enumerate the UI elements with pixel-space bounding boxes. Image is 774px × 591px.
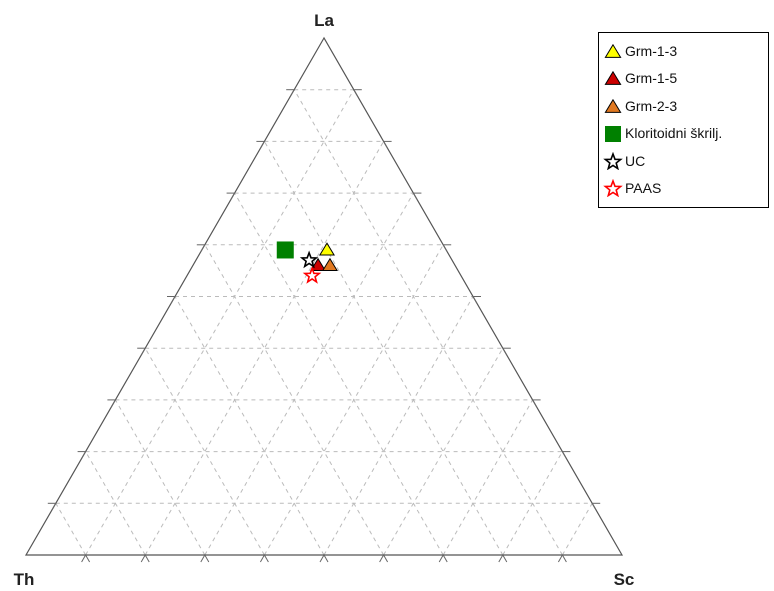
- tick-right-edge: [591, 503, 597, 511]
- legend-marker-icon: [604, 98, 622, 113]
- legend-item: Grm-1-3: [603, 37, 768, 65]
- tick-bottom-edge: [263, 554, 269, 563]
- tick-bottom-edge: [319, 554, 325, 563]
- legend-swatch-icon: [603, 151, 623, 170]
- tick-left-edge: [81, 451, 87, 459]
- data-point-kloritoidni-krilj: [276, 241, 294, 259]
- grid-line-sc: [293, 89, 563, 556]
- tick-right-edge: [383, 141, 389, 149]
- tick-right-edge: [502, 347, 508, 356]
- grid-line-th: [561, 503, 593, 556]
- grid-line-sc: [204, 244, 385, 556]
- tick-bottom-edge: [259, 554, 265, 563]
- legend-marker-icon: [604, 43, 622, 58]
- tick-right-edge: [442, 244, 448, 253]
- vertex-label-th: Th: [14, 570, 35, 589]
- tick-right-edge: [472, 296, 478, 304]
- tick-left-edge: [230, 192, 236, 201]
- data-points: [276, 241, 338, 284]
- legend-label: PAAS: [625, 180, 662, 197]
- legend-label: Grm-1-3: [625, 42, 678, 59]
- legend-item: Grm-1-5: [603, 65, 768, 93]
- tick-bottom-edge: [85, 554, 91, 563]
- legend-items: Grm-1-3 Grm-1-5 Grm-2-3 Kloritoidni škrilj.…: [603, 37, 768, 202]
- tick-right-edge: [353, 89, 359, 97]
- tick-left-edge: [51, 503, 57, 511]
- legend-item: Grm-2-3: [603, 92, 768, 120]
- tick-left-edge: [140, 347, 146, 356]
- vertex-label-sc: Sc: [614, 570, 635, 589]
- legend-marker-icon: [603, 151, 623, 170]
- legend: Grm-1-3 Grm-1-5 Grm-2-3 Kloritoidni škrilj.…: [598, 32, 769, 208]
- tick-bottom-edge: [140, 554, 146, 563]
- legend-item: UC: [603, 147, 768, 175]
- legend-label: UC: [625, 152, 646, 169]
- grid-line-sc: [55, 503, 87, 556]
- tick-left-edge: [259, 141, 265, 149]
- legend-label: Grm-1-5: [625, 70, 678, 87]
- tick-bottom-edge: [383, 554, 389, 563]
- tick-right-edge: [412, 192, 418, 201]
- tick-bottom-edge: [442, 554, 448, 563]
- tick-bottom-edge: [144, 554, 150, 563]
- data-point-uc: [299, 250, 319, 269]
- grid-line-th: [204, 192, 414, 556]
- grid-line-th: [85, 89, 355, 556]
- tick-bottom-edge: [379, 554, 385, 563]
- legend-item: Kloritoidni škrilj.: [603, 120, 768, 148]
- legend-swatch-icon: [603, 124, 623, 143]
- ternary-ticks: [47, 89, 601, 563]
- data-point-grm-1-3: [318, 242, 335, 256]
- legend-label: Kloritoidni škrilj.: [625, 125, 723, 142]
- grid-line-sc: [234, 192, 444, 556]
- tick-bottom-edge: [204, 554, 210, 563]
- tick-right-edge: [532, 399, 538, 408]
- grid-line-sc: [114, 399, 206, 556]
- grid-line-th: [442, 399, 534, 556]
- tick-right-edge: [561, 451, 567, 459]
- tick-bottom-edge: [561, 554, 567, 563]
- legend-item: PAAS: [603, 175, 768, 203]
- legend-marker-icon: [603, 179, 623, 198]
- legend-swatch-icon: [603, 42, 623, 60]
- tick-bottom-edge: [502, 554, 508, 563]
- grid-line-sc: [174, 296, 325, 556]
- legend-swatch-icon: [603, 69, 623, 87]
- grid-line-th: [323, 296, 474, 556]
- tick-bottom-edge: [557, 554, 563, 563]
- legend-swatch-icon: [603, 97, 623, 115]
- data-point-paas: [302, 265, 322, 284]
- tick-bottom-edge: [323, 554, 329, 563]
- tick-bottom-edge: [200, 554, 206, 563]
- legend-marker-icon: [604, 71, 622, 86]
- tick-bottom-edge: [438, 554, 444, 563]
- tick-bottom-edge: [498, 554, 504, 563]
- legend-swatch-icon: [603, 179, 623, 198]
- grid-line-sc: [85, 451, 146, 556]
- ternary-grid: [55, 89, 593, 556]
- tick-left-edge: [200, 244, 206, 253]
- tick-left-edge: [170, 296, 176, 304]
- tick-left-edge: [110, 399, 116, 408]
- data-point-grm-2-3: [321, 257, 338, 272]
- legend-label: Grm-2-3: [625, 97, 678, 114]
- legend-marker-icon: [605, 126, 621, 143]
- tick-bottom-edge: [81, 554, 87, 563]
- vertex-label-la: La: [314, 11, 334, 30]
- tick-left-edge: [289, 89, 295, 97]
- ternary-frame: [24, 36, 624, 556]
